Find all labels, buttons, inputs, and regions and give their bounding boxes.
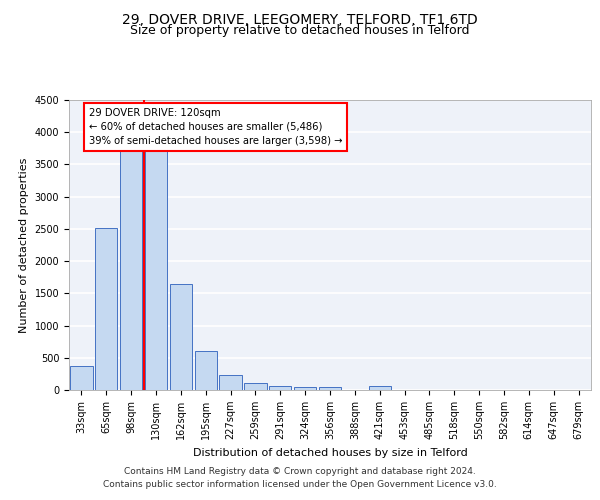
Bar <box>319 387 341 390</box>
Bar <box>70 366 92 390</box>
Bar <box>269 386 292 390</box>
Bar <box>145 149 167 390</box>
Bar <box>95 228 118 390</box>
Text: 29, DOVER DRIVE, LEEGOMERY, TELFORD, TF1 6TD: 29, DOVER DRIVE, LEEGOMERY, TELFORD, TF1… <box>122 12 478 26</box>
Bar <box>244 383 266 390</box>
Bar <box>170 284 192 390</box>
Bar <box>220 374 242 390</box>
X-axis label: Distribution of detached houses by size in Telford: Distribution of detached houses by size … <box>193 448 467 458</box>
Bar <box>194 352 217 390</box>
Text: Size of property relative to detached houses in Telford: Size of property relative to detached ho… <box>130 24 470 37</box>
Y-axis label: Number of detached properties: Number of detached properties <box>19 158 29 332</box>
Text: Contains public sector information licensed under the Open Government Licence v3: Contains public sector information licen… <box>103 480 497 489</box>
Text: Contains HM Land Registry data © Crown copyright and database right 2024.: Contains HM Land Registry data © Crown c… <box>124 467 476 476</box>
Bar <box>294 387 316 390</box>
Bar <box>368 386 391 390</box>
Bar <box>120 149 142 390</box>
Text: 29 DOVER DRIVE: 120sqm
← 60% of detached houses are smaller (5,486)
39% of semi-: 29 DOVER DRIVE: 120sqm ← 60% of detached… <box>89 108 343 146</box>
